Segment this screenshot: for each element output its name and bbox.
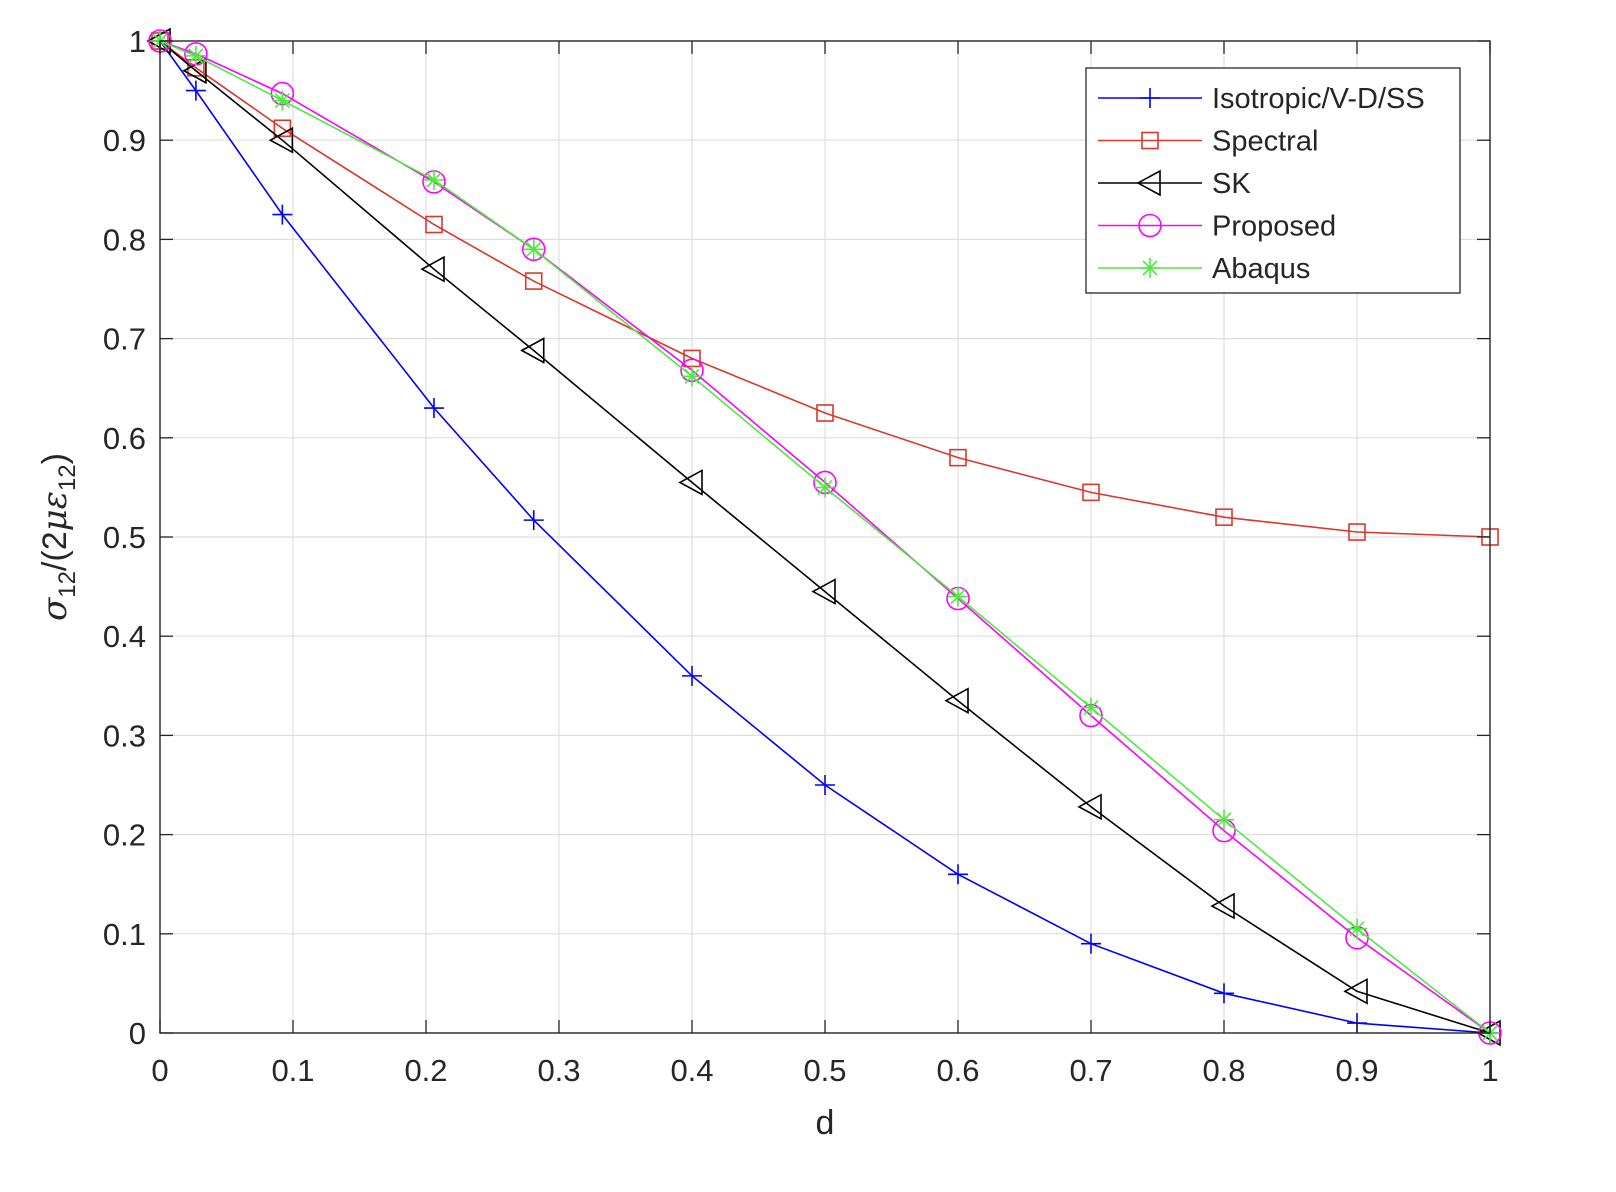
tick-labels: 0 0.1 0.2 0.3 0.4 0.5 0.6 0.7 0.8 0.9 1 0 0.1 0.2 0.3 0… (103, 24, 1499, 1088)
x-tick-label: 0.7 (1069, 1053, 1112, 1088)
data-point (523, 510, 544, 531)
data-point (1214, 983, 1234, 1004)
legend-marker (1141, 131, 1159, 150)
legend-entry: Abaqus (1098, 253, 1310, 285)
x-tick-label: 0.1 (271, 1053, 314, 1088)
y-tick-label: 0.4 (103, 619, 146, 654)
x-tick-label: 0.9 (1335, 1053, 1378, 1088)
data-point (185, 45, 206, 66)
data-point (185, 80, 206, 101)
data-point (423, 398, 444, 419)
data-point (1215, 508, 1233, 526)
data-point (815, 477, 835, 498)
legend-box (1085, 67, 1461, 294)
data-point (425, 215, 443, 234)
y-tick-label: 0.8 (103, 222, 146, 257)
y-tick-label: 0 (129, 1016, 146, 1051)
data-point (524, 272, 543, 290)
data-point (272, 204, 293, 225)
data-point (1077, 793, 1102, 821)
legend-entry: Spectral (1098, 126, 1318, 158)
data-point (811, 578, 836, 605)
legend: Isotropic/V-D/SS Spectral SK Proposed Abaqus (1085, 67, 1461, 294)
y-tick-label: 0.5 (103, 520, 146, 555)
series-line (159, 40, 1491, 1034)
x-tick-label: 0.3 (537, 1053, 580, 1088)
series-line (159, 40, 1491, 1034)
x-tick-label: 0 (151, 1053, 168, 1088)
x-tick-label: 0.8 (1202, 1053, 1245, 1088)
data-point (682, 366, 702, 387)
y-tick-label: 0.2 (103, 818, 146, 853)
data-point (678, 469, 703, 496)
data-point (948, 864, 968, 885)
data-point (423, 169, 444, 190)
data-point (1214, 809, 1234, 830)
series-line (159, 40, 1491, 538)
data-point (948, 586, 968, 607)
series-2 (146, 27, 1501, 1047)
data-point (949, 448, 967, 467)
data-point (1081, 933, 1101, 954)
y-label-mu-epsilon: με (35, 491, 75, 531)
x-tick-label: 0.2 (404, 1053, 447, 1088)
data-point (1347, 918, 1367, 939)
data-point (272, 90, 293, 111)
data-point (1343, 977, 1368, 1005)
legend-label: Spectral (1212, 126, 1318, 158)
tick-marks (159, 40, 1491, 1034)
data-point (1082, 483, 1100, 502)
y-label-subscript-2: 12 (54, 464, 81, 491)
y-label-subscript: 12 (54, 571, 81, 598)
y-label-close: ) (36, 453, 74, 464)
data-point (682, 665, 702, 686)
y-tick-label: 0.7 (103, 322, 146, 357)
y-tick-label: 1 (129, 24, 146, 59)
y-tick-label: 0.1 (103, 917, 146, 952)
y-label-middle: /(2 (36, 531, 74, 571)
data-point (1348, 523, 1366, 541)
data-point (520, 337, 545, 364)
data-point (273, 119, 292, 138)
y-tick-label: 0.3 (103, 718, 146, 753)
legend-entry: Proposed (1098, 211, 1336, 243)
x-axis-label: d (816, 1104, 835, 1142)
y-tick-label: 0.9 (103, 123, 146, 158)
data-point (1081, 697, 1101, 718)
legend-label: Proposed (1212, 211, 1336, 243)
legend-label: Abaqus (1212, 253, 1310, 285)
legend-marker (1140, 258, 1160, 278)
legend-marker (1138, 213, 1162, 238)
data-point (521, 237, 546, 262)
x-tick-label: 0.4 (670, 1053, 713, 1088)
data-point (1210, 892, 1235, 920)
y-tick-label: 0.6 (103, 421, 146, 456)
data-point (420, 255, 445, 283)
data-point (944, 687, 969, 715)
y-axis-label: σ12/(2με12) (35, 453, 81, 621)
data-point (815, 775, 835, 795)
legend-entry: Isotropic/V-D/SS (1098, 83, 1425, 115)
legend-marker (1136, 169, 1161, 197)
series-line (159, 40, 1491, 1034)
legend-label: SK (1212, 168, 1251, 200)
legend-marker (1140, 88, 1160, 108)
data-point (268, 126, 294, 154)
y-label-sigma: σ (35, 597, 75, 621)
series-line (159, 40, 1491, 1034)
legend-label: Isotropic/V-D/SS (1212, 83, 1425, 115)
x-tick-label: 1 (1481, 1053, 1498, 1088)
x-tick-label: 0.6 (936, 1053, 979, 1088)
x-tick-label: 0.5 (803, 1053, 846, 1088)
data-point (523, 239, 544, 260)
legend-entry: SK (1098, 168, 1251, 200)
data-point (816, 404, 834, 422)
